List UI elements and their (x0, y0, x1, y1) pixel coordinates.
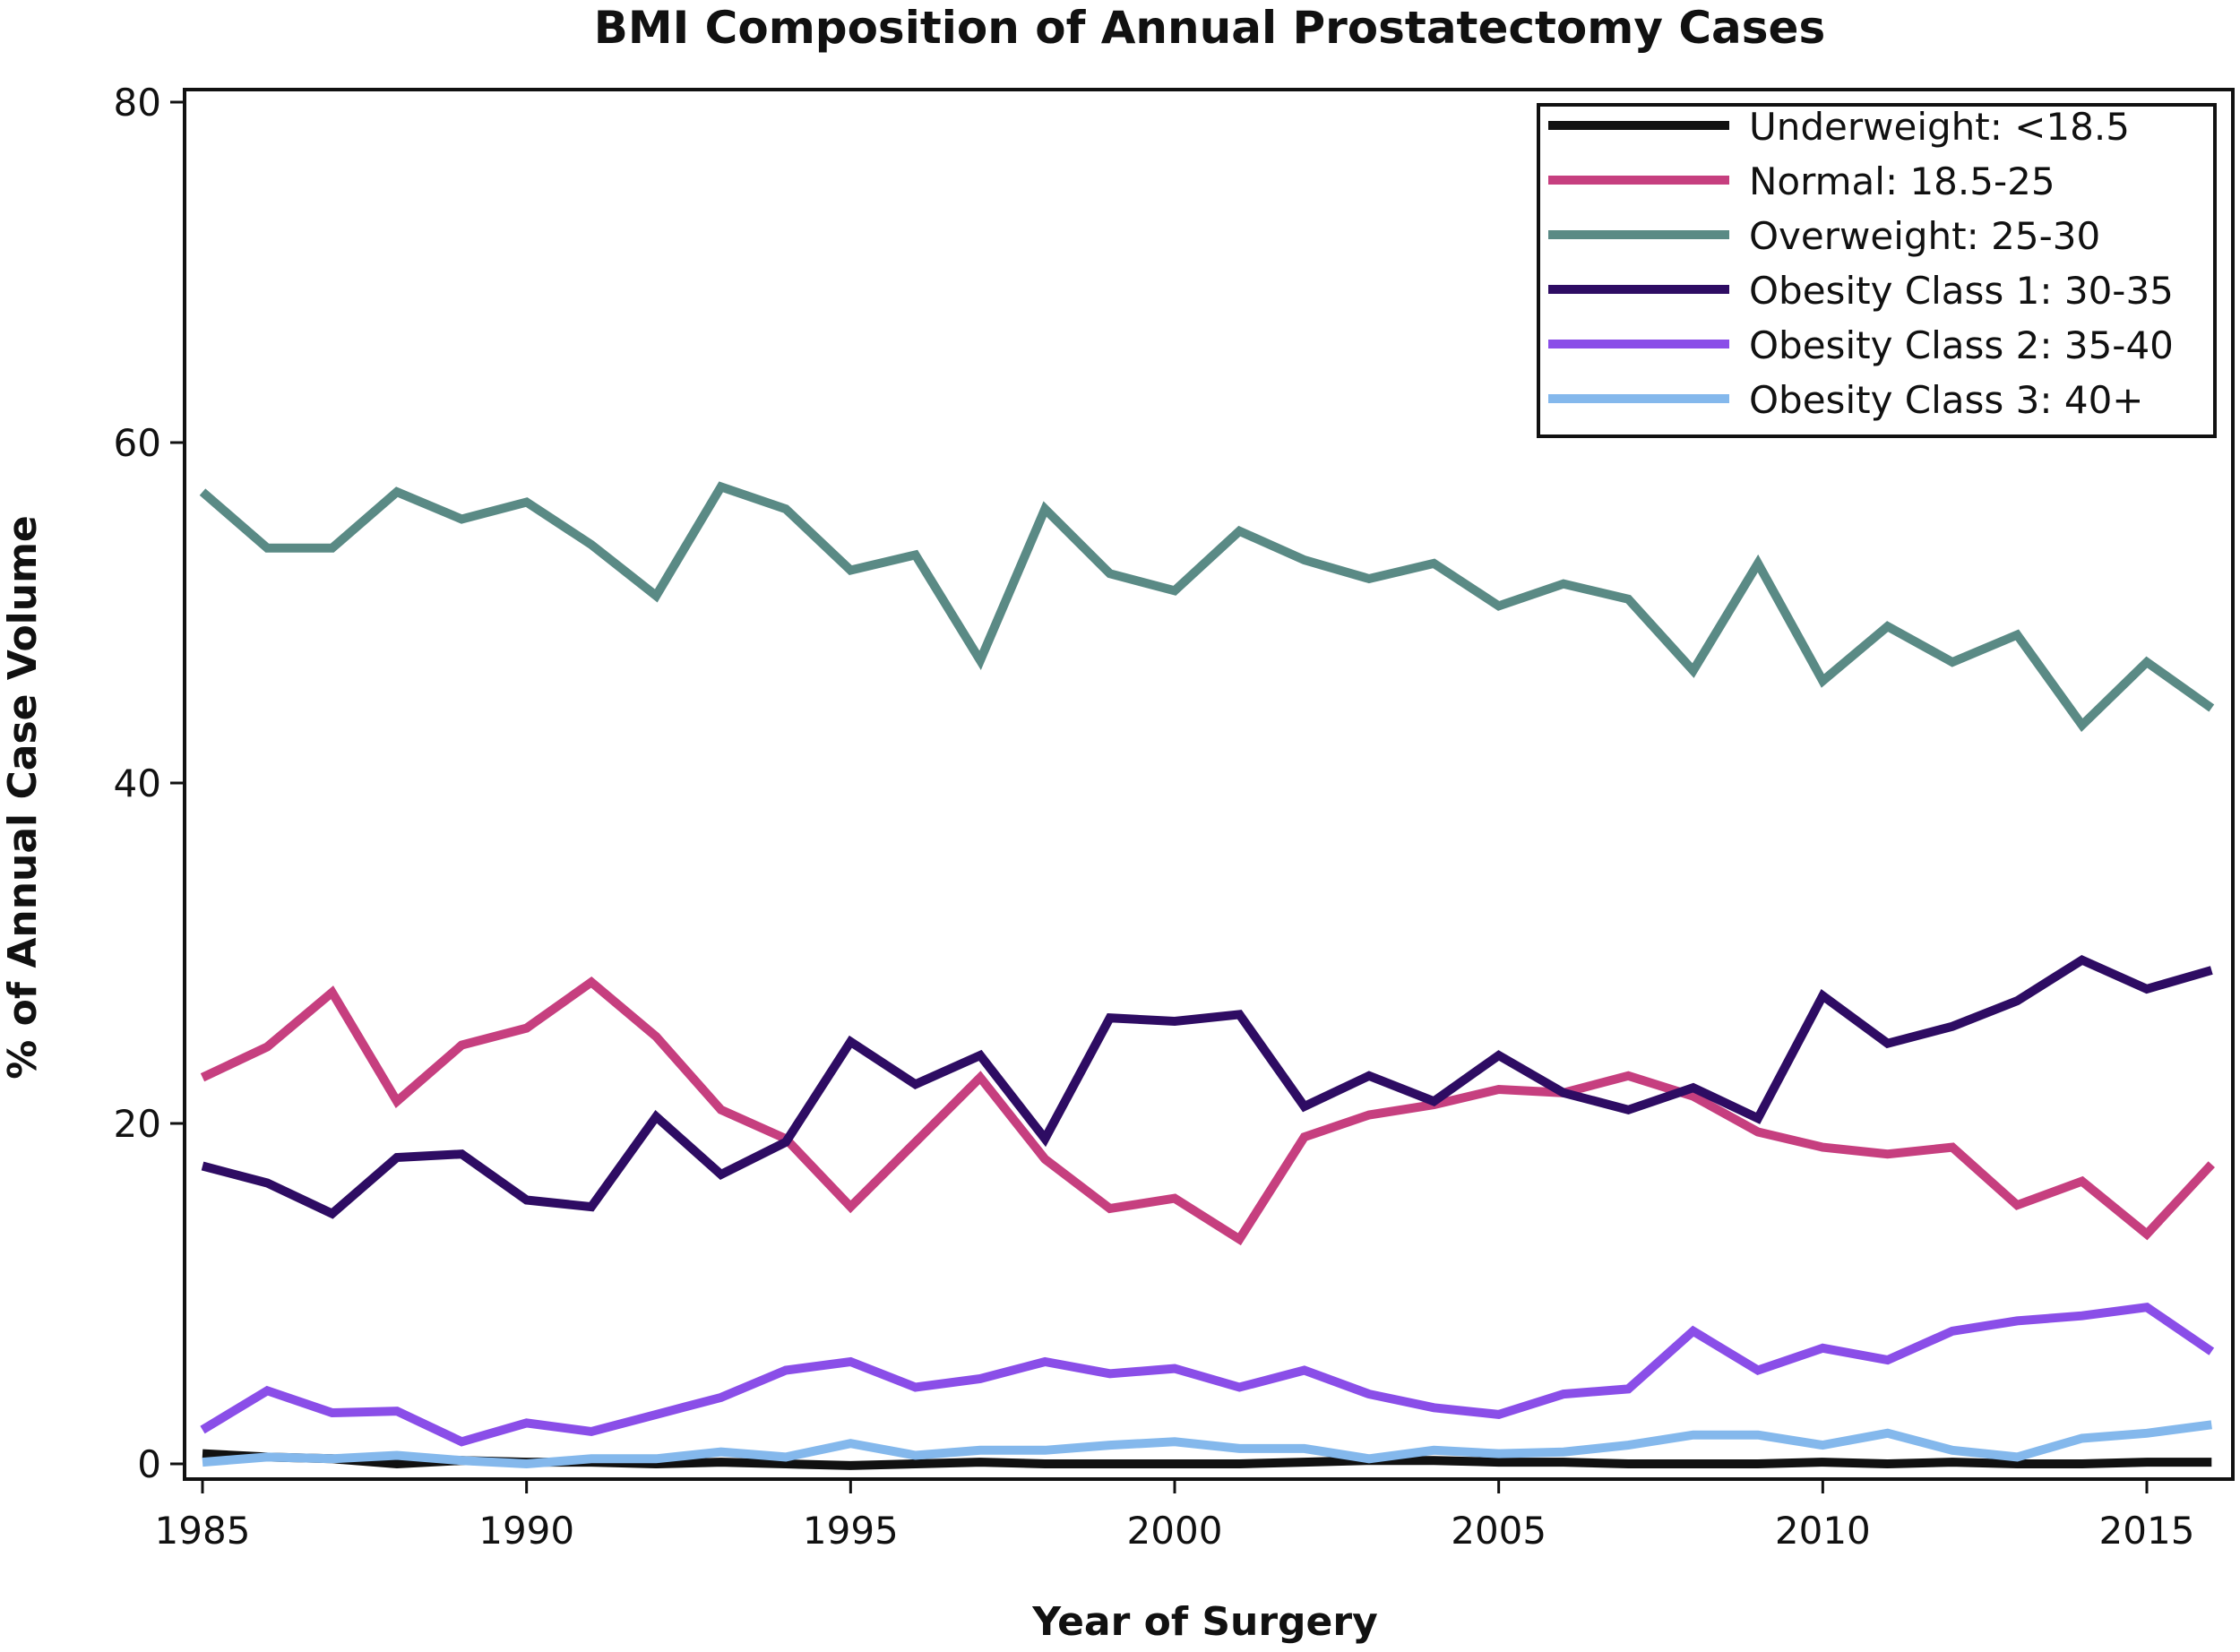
series-line-1 (200, 976, 2215, 1246)
x-tick-label: 2000 (1127, 1509, 1223, 1553)
x-tick-label: 2010 (1775, 1509, 1871, 1553)
series-line-2 (199, 481, 2215, 733)
legend-label: Normal: 18.5-25 (1749, 159, 2055, 203)
legend-label: Obesity Class 2: 35-40 (1749, 323, 2174, 367)
y-axis-ticks: 0 20 40 60 80 (114, 81, 185, 1486)
legend-label: Obesity Class 3: 40+ (1749, 378, 2144, 422)
x-tick-label: 1985 (155, 1509, 251, 1553)
series-line-3 (201, 954, 2213, 1219)
y-tick-label: 20 (114, 1102, 161, 1146)
series-line-5 (202, 1420, 2212, 1469)
y-tick-label: 80 (114, 81, 161, 125)
legend-box (1537, 103, 2217, 438)
legend-label: Overweight: 25-30 (1749, 214, 2100, 258)
series-lines (199, 481, 2215, 1470)
x-tick-label: 1995 (803, 1509, 899, 1553)
y-axis-label: % of Annual Case Volume (0, 515, 46, 1080)
y-tick-label: 40 (114, 761, 161, 805)
x-tick-label: 1990 (478, 1509, 574, 1553)
y-tick-label: 0 (137, 1442, 161, 1486)
legend-label: Obesity Class 1: 30-35 (1749, 269, 2174, 313)
chart-title: BMI Composition of Annual Prostatectomy … (594, 2, 1825, 54)
legend-label: Underweight: <18.5 (1749, 105, 2130, 149)
x-axis-ticks: 1985 1990 1995 2000 2005 2010 2015 (155, 1479, 2195, 1553)
x-tick-label: 2005 (1451, 1509, 1546, 1553)
x-axis-label: Year of Surgery (1031, 1599, 1378, 1645)
series-line-4 (200, 1302, 2215, 1447)
legend: Underweight: <18.5 Normal: 18.5-25 Overwei… (1537, 103, 2217, 438)
x-tick-label: 2015 (2099, 1509, 2195, 1553)
y-tick-label: 60 (114, 421, 161, 465)
